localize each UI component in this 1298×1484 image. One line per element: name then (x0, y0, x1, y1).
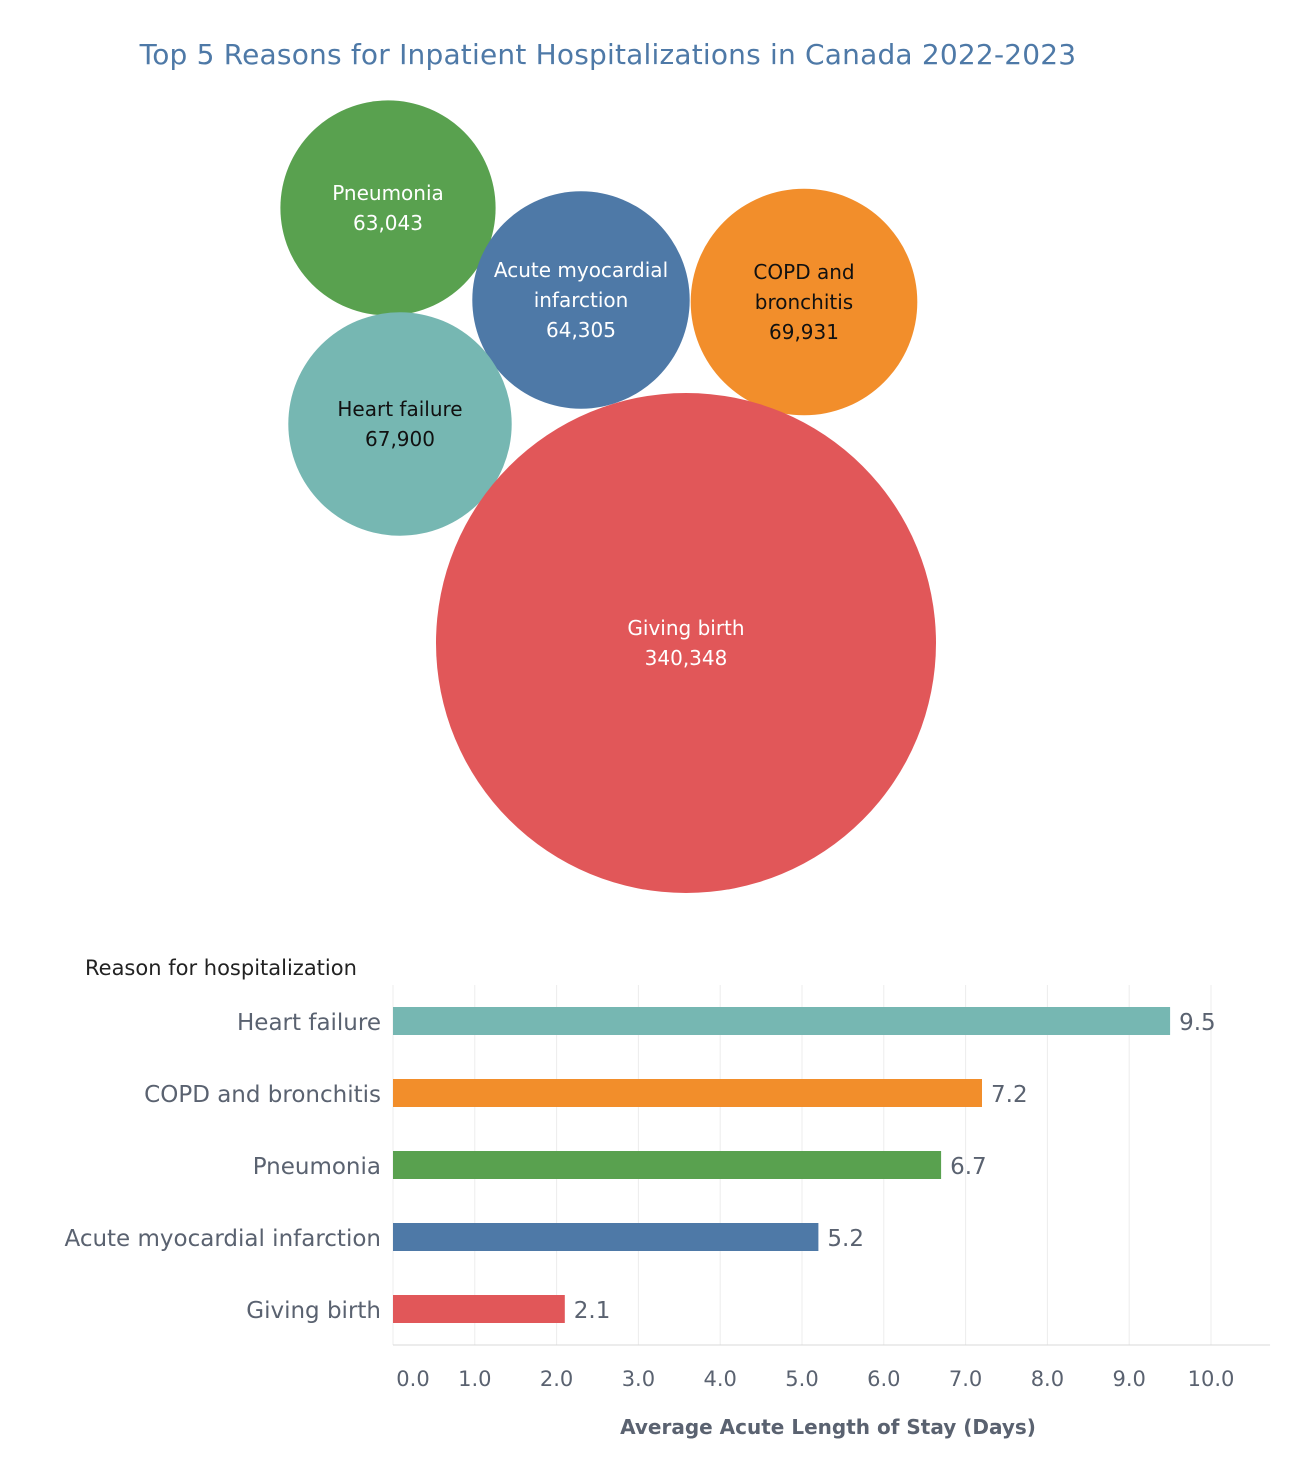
bubble-label-copd-and-bronchitis: COPD and (753, 260, 854, 284)
bar-acute-myocardial-infarction (393, 1223, 819, 1251)
bubble-circle-heart-failure (288, 312, 512, 536)
bubble-value-acute-myocardial-infarction: 64,305 (546, 318, 616, 342)
row-label-pneumonia: Pneumonia (253, 1154, 381, 1180)
bubble-acute-myocardial-infarction: Acute myocardial infarction 64,305 (472, 191, 690, 409)
x-tick-label: 4.0 (703, 1367, 736, 1391)
x-tick-label: 2.0 (540, 1367, 573, 1391)
row-label-giving-birth: Giving birth (246, 1298, 381, 1324)
bubble-giving-birth: Giving birth 340,348 (436, 393, 936, 893)
x-tick-label: 8.0 (1031, 1367, 1064, 1391)
bubble-value-heart-failure: 67,900 (365, 427, 435, 451)
x-tick-label: 0.0 (396, 1367, 429, 1391)
bubble-value-pneumonia: 63,043 (353, 211, 423, 235)
bubble-chart: Pneumonia 63,043 Acute myocardial infarctio… (280, 100, 936, 893)
x-axis-title: Average Acute Length of Stay (Days) (620, 1415, 1036, 1439)
value-label-acute-myocardial-infarction: 5.2 (827, 1226, 864, 1252)
bubble-label-acute-myocardial-infarction: infarction (534, 288, 629, 312)
value-label-copd-and-bronchitis: 7.2 (991, 1082, 1028, 1108)
row-label-heart-failure: Heart failure (237, 1010, 381, 1036)
bubble-pneumonia: Pneumonia 63,043 (280, 100, 496, 316)
value-label-heart-failure: 9.5 (1179, 1010, 1216, 1036)
bubble-value-copd-and-bronchitis: 69,931 (769, 320, 839, 344)
value-label-pneumonia: 6.7 (950, 1154, 987, 1180)
chart-title: Top 5 Reasons for Inpatient Hospitalizat… (139, 38, 1077, 71)
axis-header-label: Reason for hospitalization (85, 956, 357, 980)
bubble-copd-and-bronchitis: COPD and bronchitis 69,931 (690, 188, 918, 416)
row-label-copd-and-bronchitis: COPD and bronchitis (144, 1082, 381, 1108)
bubble-circle-pneumonia (280, 100, 496, 316)
bubble-label-pneumonia: Pneumonia (332, 181, 444, 205)
value-label-giving-birth: 2.1 (574, 1298, 611, 1324)
bubble-circle-acute-myocardial-infarction (472, 191, 690, 409)
x-tick-label: 5.0 (785, 1367, 818, 1391)
bubble-circle-giving-birth (436, 393, 936, 893)
bar-heart-failure (393, 1007, 1171, 1035)
bar-pneumonia (393, 1151, 942, 1179)
bubble-label-copd-and-bronchitis: bronchitis (755, 290, 853, 314)
bar-copd-and-bronchitis (393, 1079, 982, 1107)
bubble-value-giving-birth: 340,348 (645, 646, 728, 670)
x-tick-label: 3.0 (622, 1367, 655, 1391)
x-tick-label: 7.0 (949, 1367, 982, 1391)
bubble-label-heart-failure: Heart failure (337, 397, 462, 421)
x-tick-label: 1.0 (458, 1367, 491, 1391)
x-tick-label: 10.0 (1188, 1367, 1235, 1391)
x-tick-label: 6.0 (867, 1367, 900, 1391)
row-label-acute-myocardial-infarction: Acute myocardial infarction (64, 1226, 381, 1252)
bubble-heart-failure: Heart failure 67,900 (288, 312, 512, 536)
bubble-circle-copd-and-bronchitis (690, 188, 918, 416)
bubble-label-giving-birth: Giving birth (627, 616, 744, 640)
x-tick-label: 9.0 (1112, 1367, 1145, 1391)
bubble-label-acute-myocardial-infarction: Acute myocardial (494, 258, 668, 282)
bar-giving-birth (393, 1295, 565, 1323)
